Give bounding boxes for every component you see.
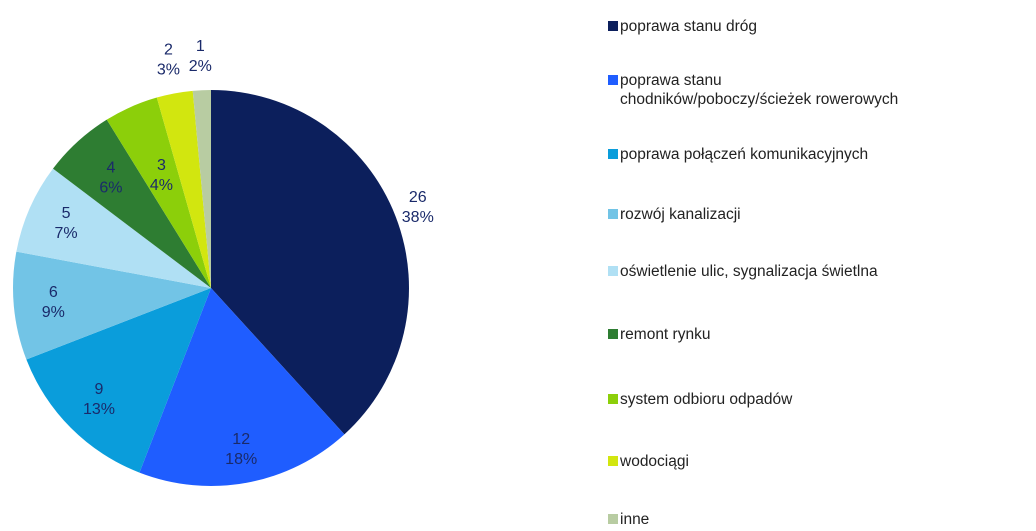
legend-label: system odbioru odpadów <box>620 391 793 408</box>
legend-item: rozwój kanalizacji <box>608 205 741 224</box>
percent-label: 3% <box>157 62 180 79</box>
percent-label: 2% <box>189 58 212 75</box>
legend-label: oświetlenie ulic, sygnalizacja świetlna <box>620 263 878 280</box>
value-label: 4 <box>107 159 116 176</box>
pie-slice <box>139 288 345 487</box>
pie-slice <box>211 90 409 435</box>
legend-item: poprawa stanu chodników/poboczy/ścieżek … <box>608 71 898 109</box>
percent-label: 38% <box>402 209 434 226</box>
legend-label: poprawa stanu dróg <box>620 18 758 35</box>
legend-swatch <box>608 74 618 85</box>
legend-swatch <box>608 266 618 276</box>
value-label: 6 <box>49 284 58 301</box>
legend-item: remont rynku <box>608 325 710 344</box>
legend-label: poprawa stanu chodników/poboczy/ścieżek … <box>620 71 899 108</box>
legend-swatch <box>608 329 618 339</box>
legend-item: wodociągi <box>608 452 689 471</box>
value-label: 26 <box>409 189 427 206</box>
percent-label: 13% <box>83 401 115 418</box>
legend-label: rozwój kanalizacji <box>620 206 741 223</box>
legend-label: inne <box>620 511 650 528</box>
value-label: 2 <box>164 42 173 59</box>
percent-label: 9% <box>42 304 65 321</box>
legend-item: poprawa połączeń komunikacyjnych <box>608 145 868 164</box>
value-label: 9 <box>95 381 104 398</box>
percent-label: 4% <box>150 177 173 194</box>
legend-item: oświetlenie ulic, sygnalizacja świetlna <box>608 262 878 281</box>
value-label: 3 <box>157 157 166 174</box>
legend-swatch <box>608 514 618 524</box>
pie-slice <box>26 288 211 473</box>
value-label: 5 <box>62 205 71 222</box>
pie-slice <box>192 90 211 288</box>
legend-swatch <box>608 149 618 159</box>
legend-swatch <box>608 21 618 31</box>
value-label: 1 <box>196 38 205 55</box>
pie-slice <box>16 168 212 288</box>
legend-swatch <box>608 209 618 219</box>
pie-slice <box>106 97 211 288</box>
percent-label: 6% <box>99 179 122 196</box>
percent-label: 18% <box>225 451 257 468</box>
legend-item: inne <box>608 510 649 529</box>
legend-label: wodociągi <box>620 453 689 470</box>
legend-swatch <box>608 456 618 466</box>
legend-label: poprawa połączeń komunikacyjnych <box>620 146 869 163</box>
pie-slice <box>12 251 212 360</box>
legend-label: remont rynku <box>620 326 711 343</box>
legend-swatch <box>608 394 618 404</box>
value-label: 12 <box>232 431 250 448</box>
legend-item: poprawa stanu dróg <box>608 17 757 36</box>
percent-label: 7% <box>55 225 78 242</box>
legend-item: system odbioru odpadów <box>608 390 792 409</box>
pie-slice <box>52 119 212 288</box>
pie-slice <box>156 90 211 288</box>
